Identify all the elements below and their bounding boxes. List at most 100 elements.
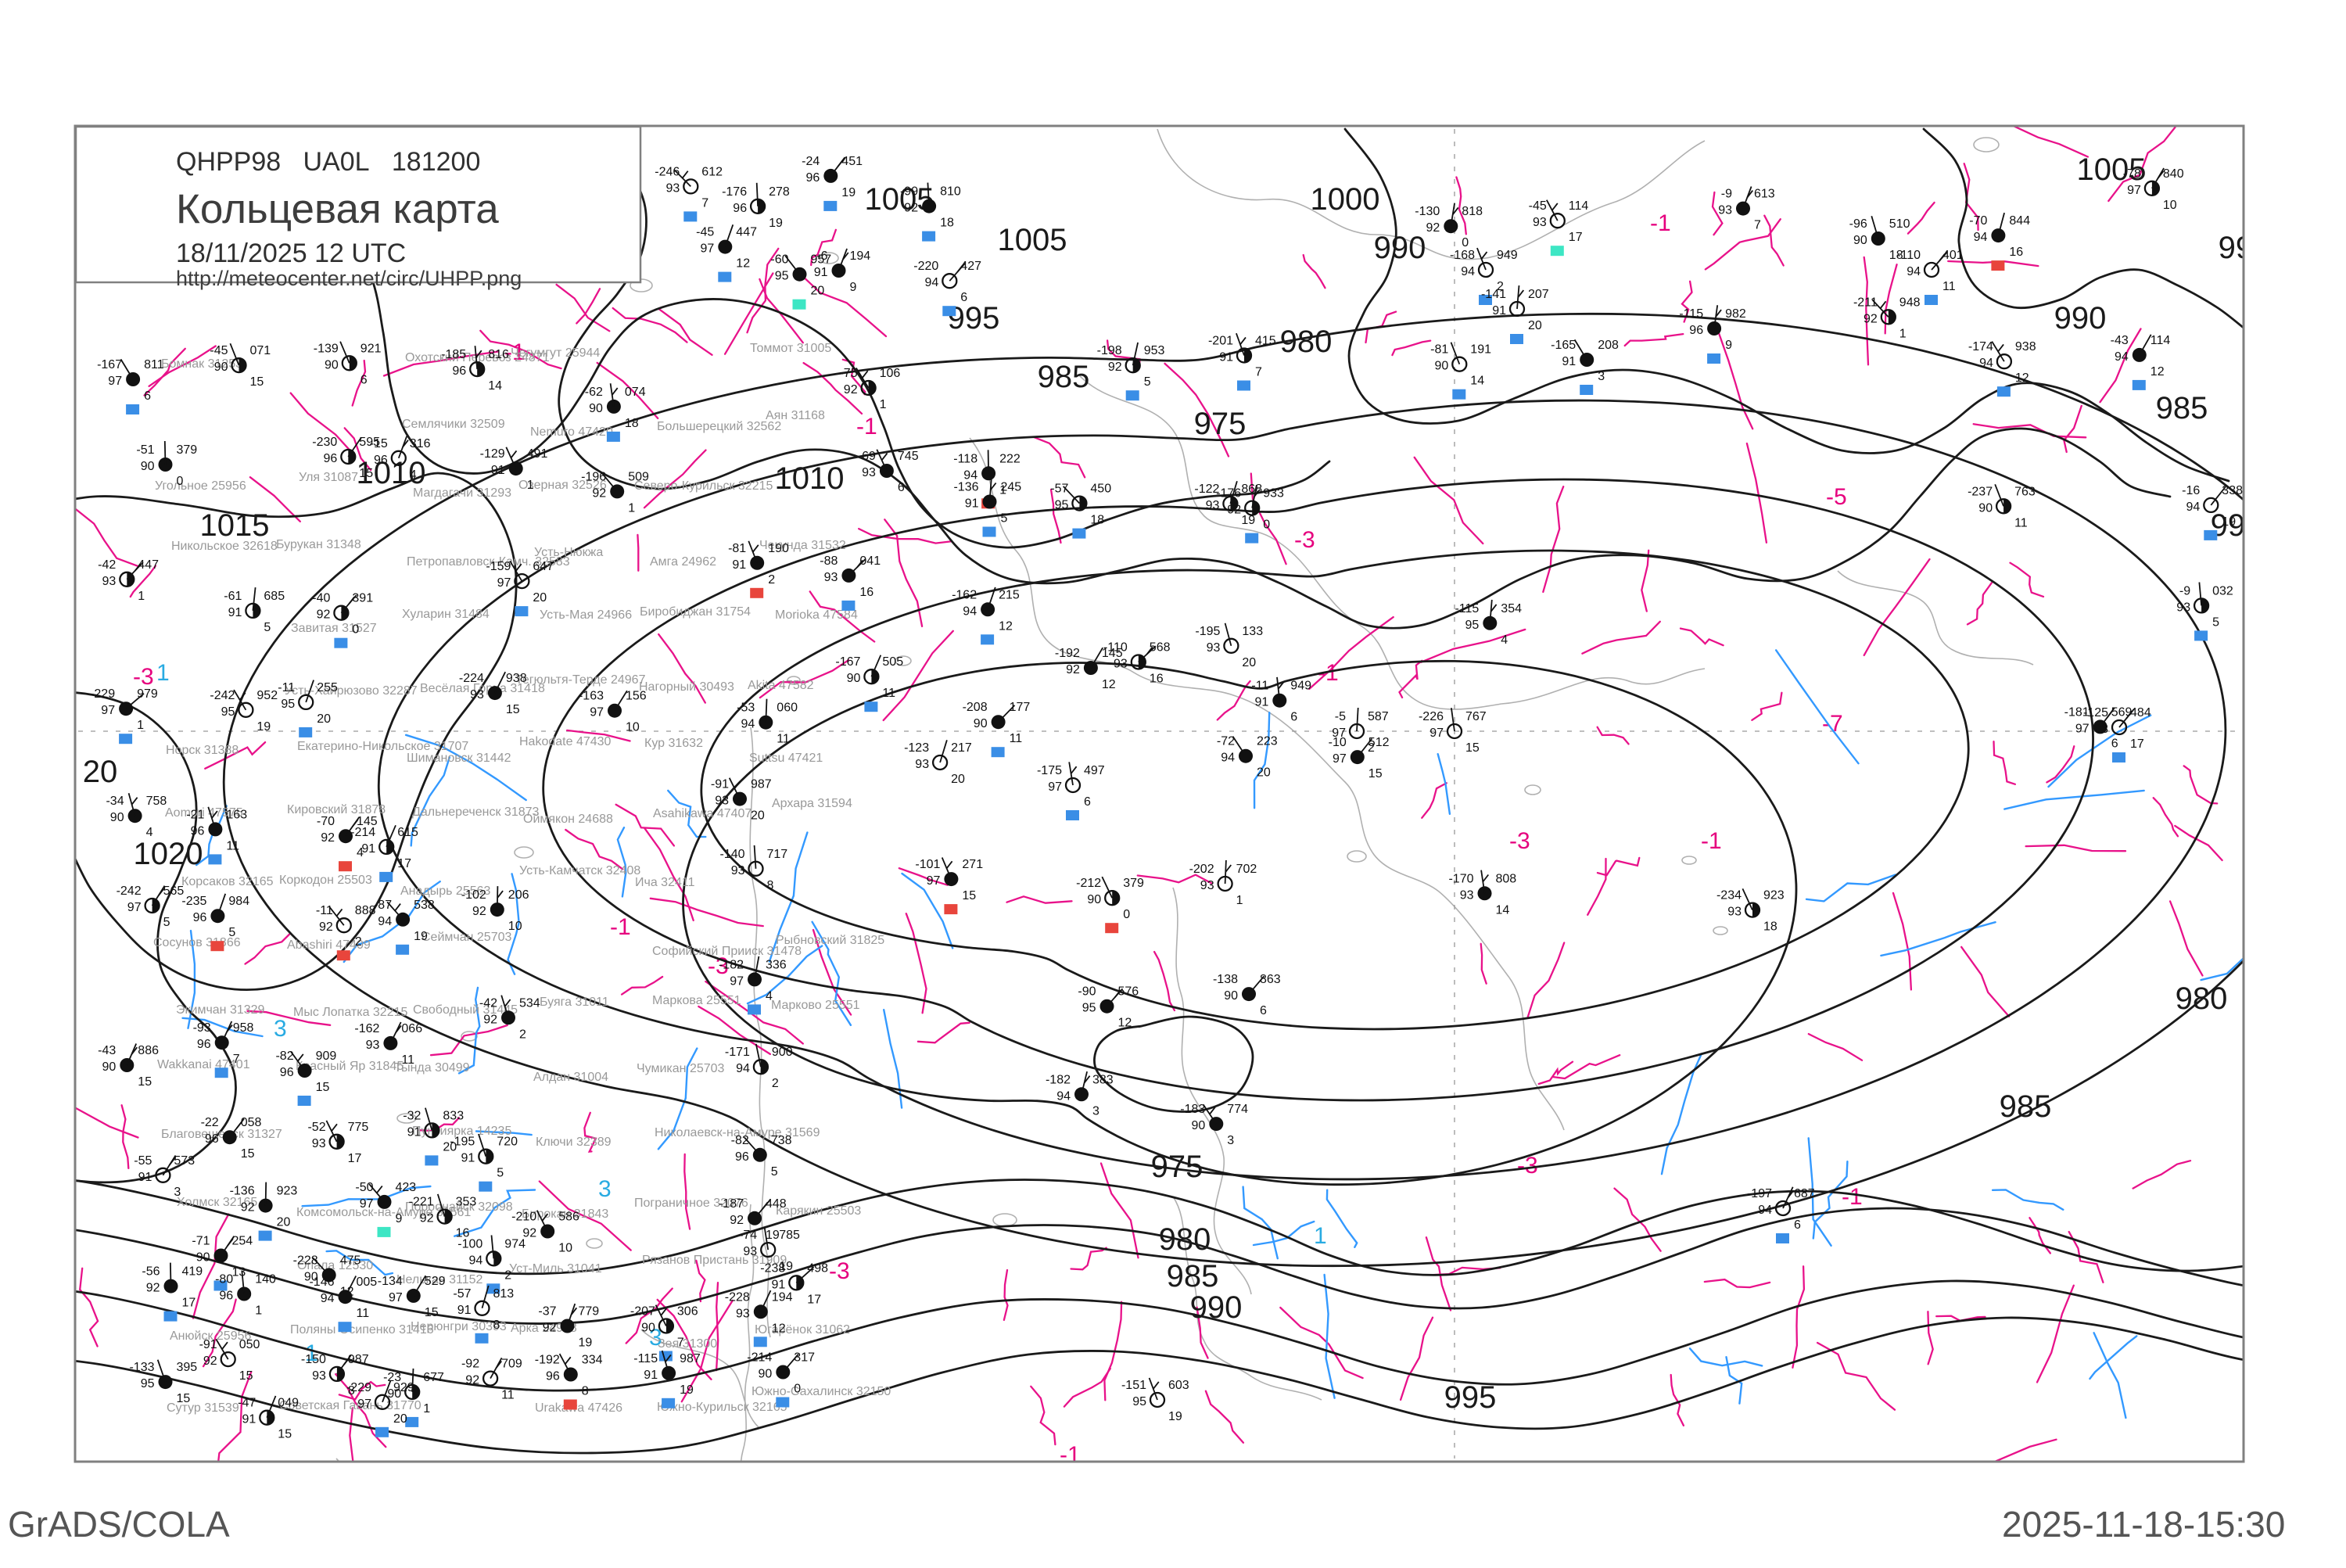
svg-text:93: 93	[1533, 216, 1547, 229]
svg-text:354: 354	[1501, 602, 1522, 615]
svg-text:-1: -1	[1701, 828, 1722, 854]
svg-text:-69: -69	[858, 450, 876, 463]
svg-text:18: 18	[1090, 514, 1104, 527]
svg-text:90: 90	[214, 361, 228, 374]
svg-text:529: 529	[425, 1275, 446, 1288]
svg-text:1: 1	[628, 501, 635, 515]
svg-text:163: 163	[226, 808, 247, 821]
svg-text:Suttsu 47421: Suttsu 47421	[749, 752, 823, 765]
svg-text:97: 97	[101, 704, 115, 717]
svg-text:-57: -57	[1050, 483, 1068, 496]
svg-text:97: 97	[360, 1197, 374, 1211]
svg-text:-5: -5	[1335, 710, 1346, 723]
svg-text:15: 15	[1368, 767, 1383, 780]
svg-text:91: 91	[965, 497, 979, 511]
svg-text:379: 379	[177, 443, 198, 457]
svg-text:94: 94	[963, 605, 977, 618]
svg-text:1: 1	[255, 1304, 262, 1318]
svg-text:-37: -37	[538, 1305, 556, 1319]
svg-text:95: 95	[1082, 1002, 1096, 1015]
svg-text:-1: -1	[1842, 1184, 1863, 1210]
svg-text:005: 005	[357, 1276, 378, 1289]
svg-text:Мыс Лопатка 32215: Мыс Лопатка 32215	[293, 1006, 408, 1019]
svg-text:Южно-Сахалинск 32150: Южно-Сахалинск 32150	[752, 1385, 891, 1398]
svg-text:93: 93	[312, 1137, 326, 1150]
svg-text:538: 538	[414, 899, 435, 912]
svg-text:15: 15	[138, 1075, 152, 1089]
svg-text:20: 20	[317, 712, 331, 726]
svg-text:19: 19	[579, 1337, 593, 1350]
svg-text:-110: -110	[1896, 249, 1921, 262]
svg-text:929: 929	[393, 1381, 414, 1394]
svg-text:97: 97	[1048, 780, 1062, 794]
svg-text:93: 93	[915, 758, 929, 771]
svg-text:97: 97	[1332, 727, 1346, 740]
svg-text:97: 97	[108, 375, 122, 388]
svg-text:91: 91	[138, 1171, 152, 1184]
svg-text:475: 475	[340, 1254, 361, 1267]
svg-text:93: 93	[731, 864, 745, 877]
svg-text:Бурукан 31348: Бурукан 31348	[276, 538, 361, 551]
svg-text:985: 985	[1167, 1259, 1219, 1294]
svg-text:19: 19	[841, 186, 856, 199]
svg-text:15: 15	[250, 375, 264, 389]
svg-text:255: 255	[317, 681, 338, 694]
svg-text:Усть-Камчатск 32408: Усть-Камчатск 32408	[519, 864, 640, 877]
svg-text:Коркодон 25503: Коркодон 25503	[279, 874, 372, 887]
svg-text:91: 91	[1562, 355, 1576, 368]
svg-text:677: 677	[423, 1371, 444, 1384]
svg-text:Усть-Мая 24966: Усть-Мая 24966	[540, 608, 632, 622]
svg-text:775: 775	[348, 1121, 369, 1134]
svg-text:-212: -212	[1076, 877, 1101, 890]
svg-text:91: 91	[228, 606, 242, 619]
svg-text:-9: -9	[2179, 584, 2190, 597]
svg-text:-151: -151	[1121, 1379, 1146, 1392]
svg-text:11: 11	[501, 1389, 515, 1402]
svg-text:95: 95	[1055, 499, 1069, 512]
svg-text:952: 952	[256, 689, 278, 702]
svg-text:6: 6	[1260, 1004, 1267, 1017]
svg-text:92: 92	[844, 383, 858, 396]
svg-text:93: 93	[743, 1245, 757, 1258]
svg-text:316: 316	[410, 437, 431, 450]
svg-text:20: 20	[83, 755, 118, 789]
svg-text:90: 90	[110, 811, 124, 824]
svg-text:Красный Яр 31845: Красный Яр 31845	[296, 1060, 404, 1073]
svg-text:1: 1	[1899, 327, 1907, 340]
svg-text:0: 0	[794, 1383, 801, 1396]
svg-text:95: 95	[281, 698, 295, 711]
svg-text:11: 11	[357, 1307, 370, 1320]
svg-text:066: 066	[401, 1022, 422, 1035]
svg-text:808: 808	[1496, 872, 1517, 885]
svg-text:191: 191	[1470, 343, 1491, 357]
svg-text:979: 979	[137, 687, 158, 701]
svg-text:92: 92	[420, 1212, 434, 1225]
svg-text:278: 278	[769, 185, 790, 199]
svg-text:450: 450	[1090, 483, 1111, 496]
svg-text:-7: -7	[1822, 711, 1843, 737]
svg-text:Буяга 31011: Буяга 31011	[540, 996, 609, 1009]
svg-text:1020: 1020	[134, 837, 203, 871]
svg-text:92: 92	[543, 1322, 557, 1335]
svg-text:-229: -229	[346, 1381, 371, 1394]
svg-text:-72: -72	[1217, 735, 1235, 748]
svg-text:-159: -159	[486, 560, 511, 573]
svg-text:-165: -165	[1551, 339, 1576, 352]
svg-text:93: 93	[824, 571, 838, 584]
svg-text:15: 15	[506, 703, 520, 716]
svg-text:-21: -21	[186, 808, 204, 821]
svg-text:12: 12	[2015, 371, 2029, 385]
svg-text:11: 11	[401, 1053, 414, 1067]
svg-text:15: 15	[359, 467, 373, 480]
svg-text:Советская Гавань 31770: Советская Гавань 31770	[279, 1399, 421, 1412]
svg-text:91: 91	[1492, 304, 1506, 318]
svg-text:568: 568	[1150, 641, 1171, 655]
svg-text:2: 2	[519, 1028, 526, 1041]
svg-text:90: 90	[196, 1251, 210, 1265]
svg-text:074: 074	[625, 386, 646, 399]
svg-text:-235: -235	[181, 895, 206, 908]
svg-text:11: 11	[226, 839, 239, 852]
svg-text:Угольное 25956: Угольное 25956	[155, 479, 246, 493]
svg-text:Марково 25551: Марково 25551	[771, 999, 860, 1012]
svg-text:Алдан 31004: Алдан 31004	[533, 1071, 608, 1084]
